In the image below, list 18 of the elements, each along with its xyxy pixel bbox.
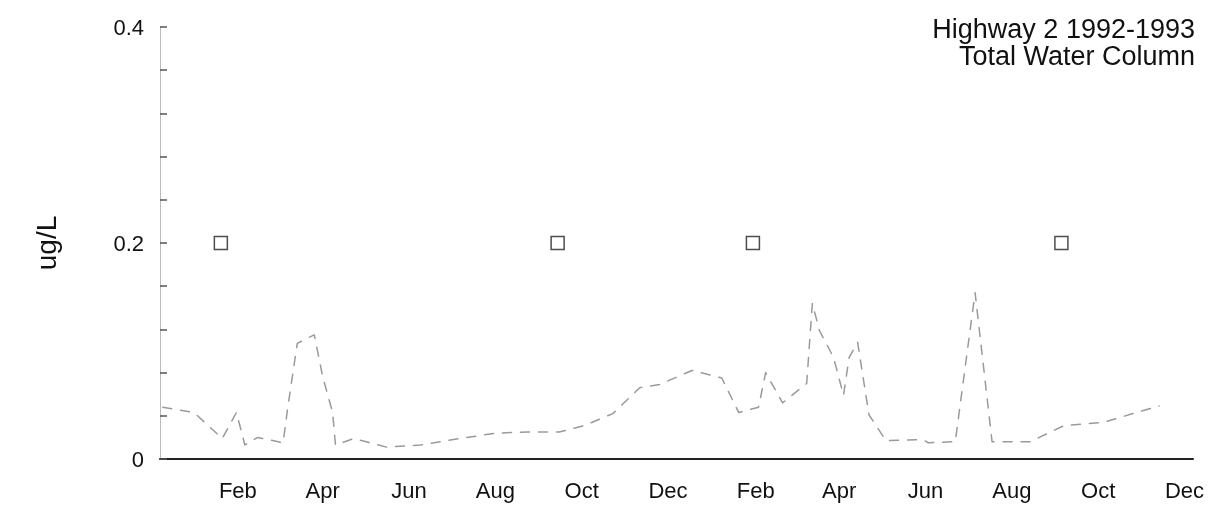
- x-tick-label: Feb: [736, 477, 775, 503]
- x-tick-label: Oct: [564, 477, 599, 503]
- x-tick-label: Aug: [475, 477, 515, 503]
- y-tick-label: 0.2: [113, 230, 144, 256]
- x-tick-label: Dec: [1164, 477, 1205, 503]
- line-series: [162, 291, 1160, 448]
- x-tick-label: Dec: [648, 477, 688, 503]
- y-tick-label: 0.4: [113, 14, 144, 40]
- chart-title: Highway 2 1992-1993 Total Water Column: [932, 13, 1195, 71]
- x-tick-label: Apr: [822, 477, 857, 503]
- x-tick-label: Aug: [992, 477, 1032, 503]
- x-tick-label: Jun: [907, 477, 944, 503]
- x-tick-label: Oct: [1081, 477, 1116, 503]
- y-tick-label: 0: [131, 446, 144, 472]
- x-tick-label: Feb: [218, 477, 257, 503]
- x-tick-label: Jun: [391, 477, 427, 503]
- x-tick-label: Apr: [305, 477, 340, 503]
- y-axis-title: ug/L: [30, 215, 62, 271]
